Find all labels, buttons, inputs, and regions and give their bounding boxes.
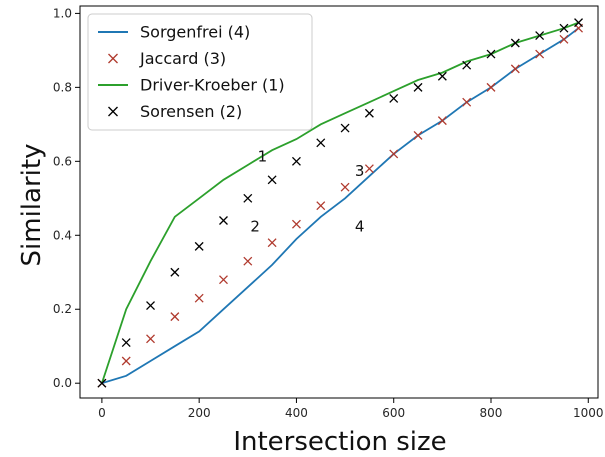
marker-jaccard-3 — [462, 97, 472, 107]
axis-layer: 0 200 400 600 800 1000 0.0 0.2 0.4 0.6 0.8 1.0 — [53, 6, 604, 420]
marker-sorensen-2 — [316, 138, 326, 148]
marker-jaccard-3 — [267, 238, 277, 248]
x-tick-label: 600 — [382, 406, 405, 420]
marker-jaccard-3 — [535, 49, 545, 59]
marker-sorensen-2 — [267, 175, 277, 185]
legend-swatch-jaccard-3 — [108, 53, 118, 64]
legend-box — [87, 13, 313, 131]
series-layer — [97, 18, 584, 388]
marker-jaccard-3 — [146, 334, 155, 344]
y-tick-label: 0.4 — [53, 228, 72, 242]
legend-label-sorensen-2: Sorensen (2) — [140, 102, 242, 121]
marker-jaccard-3 — [510, 64, 520, 74]
marker-sorensen-2 — [389, 93, 399, 103]
y-tick-label: 0.8 — [53, 80, 72, 94]
annotation-layer: 1 2 3 4 — [250, 147, 364, 235]
y-tick-label: 0.2 — [53, 302, 72, 316]
marker-jaccard-3 — [486, 82, 496, 92]
marker-sorensen-2 — [340, 123, 350, 133]
y-tick-label: 0.0 — [53, 376, 72, 390]
marker-jaccard-3 — [340, 182, 350, 192]
legend-swatch-sorensen-2 — [108, 106, 118, 117]
marker-jaccard-3 — [364, 164, 374, 174]
y-axis-label: Similarity — [17, 144, 47, 267]
marker-sorensen-2 — [462, 60, 472, 70]
marker-sorensen-2 — [170, 267, 180, 277]
plot-frame — [79, 5, 599, 399]
marker-jaccard-3 — [243, 256, 253, 266]
series-line-sorgenfrei-4 — [101, 27, 580, 385]
marker-sorensen-2 — [291, 156, 301, 166]
x-tick-label: 800 — [480, 406, 503, 420]
y-tick-label: 0.6 — [53, 154, 72, 168]
x-axis-label: Intersection size — [233, 427, 446, 457]
marker-sorensen-2 — [574, 18, 584, 28]
marker-jaccard-3 — [437, 116, 447, 126]
marker-jaccard-3 — [291, 219, 301, 229]
legend-label-sorgenfrei-4: Sorgenfrei (4) — [140, 23, 250, 42]
marker-jaccard-3 — [194, 293, 204, 303]
curve-annotation: 1 — [258, 147, 268, 165]
marker-jaccard-3 — [219, 275, 228, 285]
x-tick-label: 400 — [285, 406, 308, 420]
marker-sorensen-2 — [413, 82, 423, 92]
marker-sorensen-2 — [559, 23, 569, 33]
x-tick-label: 1000 — [573, 406, 604, 420]
marker-jaccard-3 — [389, 149, 399, 159]
x-tick-label: 200 — [188, 406, 211, 420]
marker-sorensen-2 — [535, 31, 545, 41]
marker-sorensen-2 — [243, 193, 253, 203]
marker-sorensen-2 — [146, 301, 155, 311]
marker-sorensen-2 — [121, 338, 131, 347]
curve-annotation: 4 — [355, 218, 365, 236]
marker-sorensen-2 — [437, 71, 447, 81]
marker-sorensen-2 — [510, 38, 520, 48]
legend-label-driver-kroeber-1: Driver-Kroeber (1) — [140, 76, 285, 95]
marker-jaccard-3 — [170, 312, 180, 322]
marker-sorensen-2 — [364, 108, 374, 118]
legend-label-jaccard-3: Jaccard (3) — [139, 49, 226, 68]
marker-sorensen-2 — [486, 49, 496, 59]
curve-annotation: 3 — [355, 162, 365, 180]
y-tick-label: 1.0 — [53, 6, 72, 20]
series-line-driver-kroeber-1 — [101, 21, 579, 384]
curve-annotation: 2 — [250, 218, 260, 236]
x-tick-label: 0 — [98, 406, 106, 420]
legend: Sorgenfrei (4) Jaccard (3) Driver-Kroeber … — [87, 13, 313, 131]
marker-jaccard-3 — [559, 34, 569, 44]
marker-sorensen-2 — [219, 216, 228, 225]
marker-sorensen-2 — [97, 378, 107, 388]
marker-sorensen-2 — [194, 241, 204, 251]
marker-jaccard-3 — [413, 130, 423, 140]
marker-jaccard-3 — [316, 201, 326, 211]
marker-jaccard-3 — [121, 356, 131, 366]
